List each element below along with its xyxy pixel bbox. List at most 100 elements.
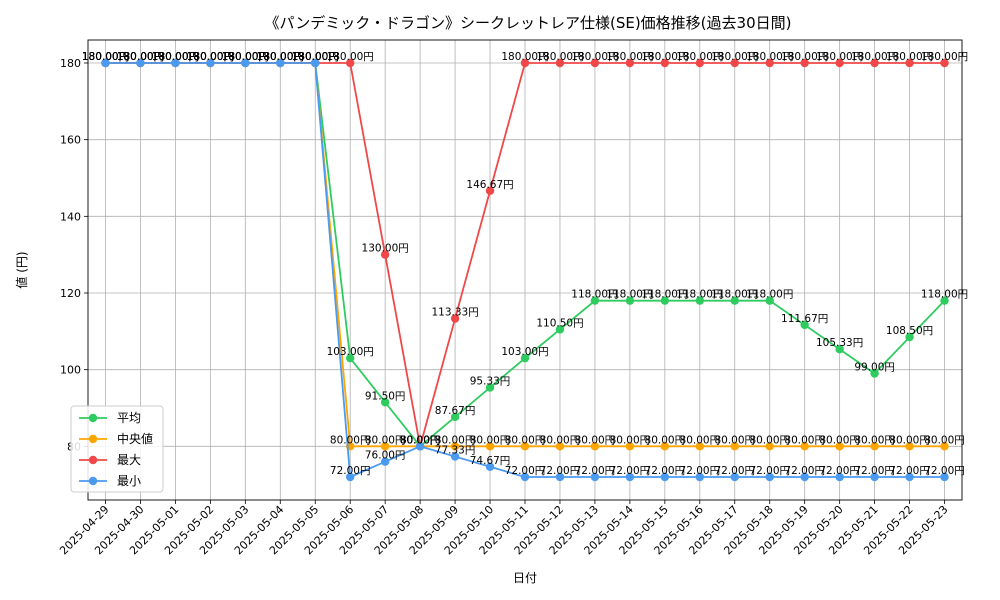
data-label: 180.00円 xyxy=(82,51,129,63)
data-label: 110.50円 xyxy=(536,317,583,329)
data-point xyxy=(800,442,809,451)
data-label: 180.00円 xyxy=(327,51,374,63)
data-label: 180.00円 xyxy=(82,51,129,63)
data-label: 180.00円 xyxy=(536,51,583,63)
data-point xyxy=(590,472,600,482)
legend-entry: 最大 xyxy=(117,453,141,467)
data-point xyxy=(695,296,704,305)
data-label: 91.50円 xyxy=(365,390,406,402)
data-label: 80.00円 xyxy=(714,434,755,446)
data-label: 180.00円 xyxy=(187,51,234,63)
data-point xyxy=(730,296,739,305)
data-label: 180.00円 xyxy=(501,51,548,63)
data-point xyxy=(555,325,565,334)
data-point xyxy=(485,462,495,471)
data-label: 180.00円 xyxy=(816,51,863,63)
data-point xyxy=(940,442,949,451)
data-point xyxy=(450,452,460,461)
data-point xyxy=(870,58,879,68)
data-label: 72.00円 xyxy=(924,465,965,477)
data-point xyxy=(695,58,704,68)
data-label: 72.00円 xyxy=(330,465,371,477)
data-label: 80.00円 xyxy=(854,434,895,446)
chart-title: 《パンデミック・ドラゴン》シークレットレア仕様(SE)価格推移(過去30日間) xyxy=(265,14,792,32)
data-label: 72.00円 xyxy=(889,465,930,477)
data-point xyxy=(835,58,844,68)
data-label: 118.00円 xyxy=(571,289,618,301)
data-label: 72.00円 xyxy=(854,465,895,477)
data-point xyxy=(660,472,670,482)
data-label: 118.00円 xyxy=(606,289,653,301)
data-point xyxy=(800,58,809,68)
x-axis-label: 日付 xyxy=(513,571,537,585)
data-label: 180.00円 xyxy=(292,51,339,63)
data-point xyxy=(450,314,460,323)
data-point xyxy=(905,58,914,68)
data-label: 180.00円 xyxy=(292,51,339,63)
data-label: 80.00円 xyxy=(470,434,511,446)
data-label: 76.00円 xyxy=(365,450,406,462)
data-point xyxy=(590,442,600,451)
data-label: 180.00円 xyxy=(921,51,968,63)
data-point xyxy=(940,58,949,68)
data-point xyxy=(625,442,635,451)
data-point xyxy=(276,58,285,68)
data-point xyxy=(555,442,565,451)
data-point xyxy=(520,472,530,482)
data-point xyxy=(730,472,739,482)
data-label: 180.00円 xyxy=(257,51,304,63)
legend-swatch-marker xyxy=(88,413,98,423)
legend-entry: 最小 xyxy=(117,474,141,488)
data-point xyxy=(590,296,600,305)
data-label: 118.00円 xyxy=(676,289,723,301)
y-tick-label: 180 xyxy=(60,57,81,70)
data-label: 180.00円 xyxy=(222,51,269,63)
data-point xyxy=(940,296,949,305)
data-label: 180.00円 xyxy=(292,51,339,63)
data-label: 80.00円 xyxy=(680,434,721,446)
data-label: 80.00円 xyxy=(784,434,825,446)
data-label: 113.33円 xyxy=(431,307,478,319)
data-point xyxy=(346,58,355,68)
data-label: 80.00円 xyxy=(819,434,860,446)
data-point xyxy=(450,442,460,451)
data-label: 180.00円 xyxy=(82,51,129,63)
data-label: 180.00円 xyxy=(886,51,933,63)
data-label: 180.00円 xyxy=(117,51,164,63)
data-point xyxy=(730,442,739,451)
y-tick-label: 120 xyxy=(60,287,81,300)
data-point xyxy=(730,58,739,68)
data-label: 80.00円 xyxy=(435,434,476,446)
data-point xyxy=(625,472,635,482)
data-label: 72.00円 xyxy=(680,465,721,477)
data-point xyxy=(940,472,949,482)
data-label: 180.00円 xyxy=(82,51,129,63)
data-label: 80.00円 xyxy=(610,434,651,446)
data-point xyxy=(136,58,145,68)
data-point xyxy=(485,383,495,392)
data-label: 87.67円 xyxy=(435,405,476,417)
data-point xyxy=(380,457,390,466)
data-point xyxy=(905,442,914,451)
data-label: 180.00円 xyxy=(711,51,758,63)
data-label: 108.50円 xyxy=(886,325,933,337)
data-point xyxy=(555,58,565,68)
data-label: 80.00円 xyxy=(645,434,686,446)
data-label: 118.00円 xyxy=(746,289,793,301)
data-label: 180.00円 xyxy=(187,51,234,63)
data-point xyxy=(520,442,530,451)
data-label: 72.00円 xyxy=(749,465,790,477)
data-label: 180.00円 xyxy=(152,51,199,63)
data-label: 180.00円 xyxy=(571,51,618,63)
data-label: 180.00円 xyxy=(606,51,653,63)
data-point xyxy=(346,472,355,482)
data-point xyxy=(765,58,774,68)
data-point xyxy=(625,296,635,305)
data-label: 180.00円 xyxy=(851,51,898,63)
data-point xyxy=(905,332,914,342)
data-label: 80.00円 xyxy=(924,434,965,446)
data-point xyxy=(485,186,495,195)
data-label: 80.00円 xyxy=(749,434,790,446)
data-label: 72.00円 xyxy=(645,465,686,477)
data-point xyxy=(380,398,390,407)
